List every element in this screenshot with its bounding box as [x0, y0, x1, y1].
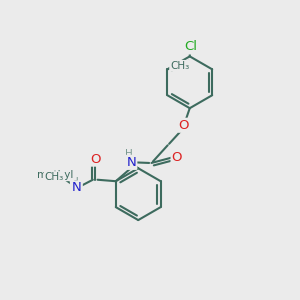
Text: Cl: Cl [184, 40, 197, 53]
Text: O: O [178, 119, 189, 132]
Text: CH₃: CH₃ [44, 172, 64, 182]
Text: H: H [125, 149, 133, 159]
Text: CH₃: CH₃ [170, 61, 189, 71]
Text: methyl: methyl [37, 170, 74, 180]
Text: N: N [127, 156, 136, 169]
Text: O: O [172, 151, 182, 164]
Text: O: O [90, 153, 101, 166]
Text: H: H [71, 176, 78, 187]
Text: N: N [72, 182, 82, 194]
